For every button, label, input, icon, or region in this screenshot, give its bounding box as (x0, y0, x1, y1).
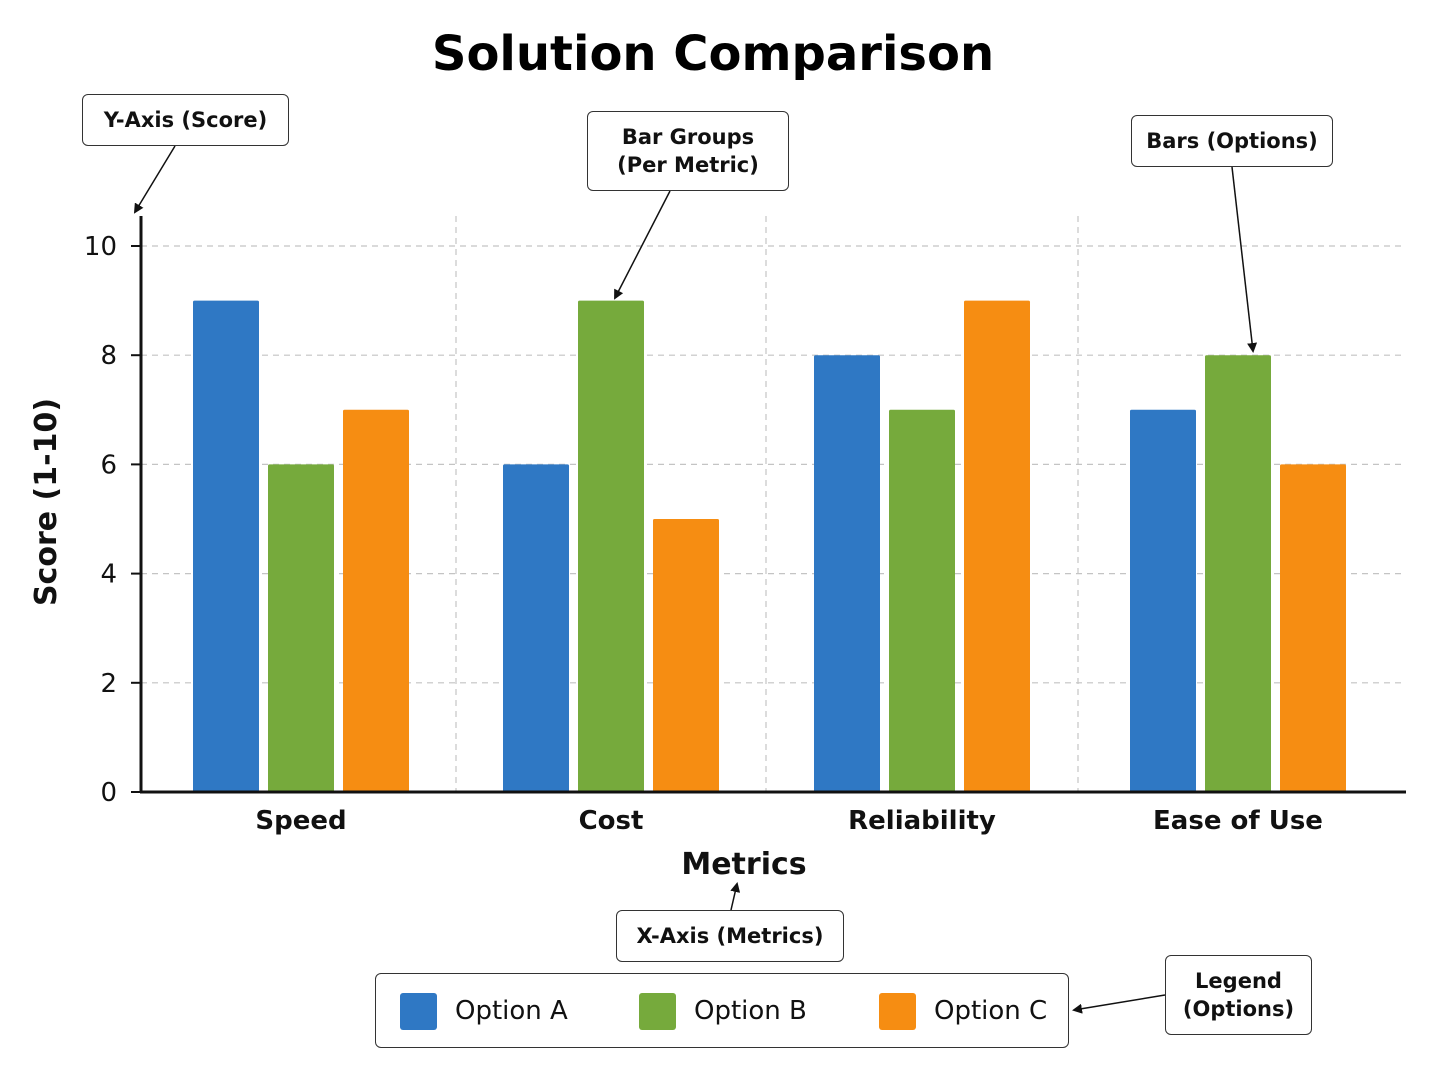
y-tick-label: 6 (100, 450, 117, 480)
legend-item-option-b: Option B (639, 992, 807, 1030)
x-axis-callout: X-Axis (Metrics) (616, 910, 844, 962)
bars-callout-arrow (1231, 166, 1258, 353)
y-tick-label: 0 (100, 778, 117, 808)
x-axis-title: Metrics (681, 847, 806, 882)
bar-cost-option-c (653, 519, 719, 792)
callout-arrows (133, 145, 1258, 1014)
bar-speed-option-a (193, 300, 259, 792)
legend-swatch-option-b (639, 992, 676, 1030)
bar-ease-of-use-option-a (1130, 409, 1196, 792)
bar-reliability-option-b (889, 409, 955, 792)
legend-swatch-option-a (400, 992, 437, 1030)
legend-callout: Legend (Options) (1165, 955, 1312, 1035)
bar-ease-of-use-option-c (1280, 464, 1346, 792)
legend-item-option-c: Option C (879, 992, 1047, 1030)
y-tick-label: 2 (100, 669, 117, 699)
legend-item-option-a: Option A (400, 992, 568, 1030)
y-tick-label: 4 (100, 560, 117, 590)
legend-callout-arrow (1072, 994, 1166, 1014)
bar-cost-option-b (578, 300, 644, 792)
y-axis-title: Score (1-10) (29, 398, 64, 606)
bar-ease-of-use-option-b (1205, 355, 1271, 792)
legend-swatch-option-c (879, 992, 916, 1030)
y-axis-callout-arrow (133, 145, 176, 214)
legend-label-option-a: Option A (455, 996, 568, 1026)
bars-callout: Bars (Options) (1131, 115, 1333, 167)
bar-speed-option-c (343, 409, 409, 792)
legend: Option A Option B Option C (375, 973, 1069, 1048)
y-axis-callout: Y-Axis (Score) (82, 94, 289, 146)
chart-title: Solution Comparison (432, 26, 994, 82)
x-tick-label: Speed (255, 806, 346, 836)
axis-labels: 0 2 4 6 8 10 Speed Cost Reliability Ease of Use (84, 232, 1323, 836)
x-tick-label: Ease of Use (1153, 806, 1323, 836)
legend-label-option-b: Option B (694, 996, 807, 1026)
bar-speed-option-b (268, 464, 334, 792)
bar-groups-callout: Bar Groups (Per Metric) (587, 111, 789, 191)
bar-cost-option-a (503, 464, 569, 792)
bars (193, 300, 1346, 792)
y-tick-label: 10 (84, 232, 117, 262)
x-axis-callout-arrow (730, 882, 741, 911)
bar-reliability-option-a (814, 355, 880, 792)
x-tick-label: Reliability (848, 806, 996, 836)
y-tick-label: 8 (100, 341, 117, 371)
bar-groups-callout-arrow (614, 190, 671, 300)
axes (139, 216, 1406, 794)
x-tick-label: Cost (579, 806, 644, 836)
legend-label-option-c: Option C (934, 996, 1048, 1026)
bar-reliability-option-c (964, 300, 1030, 792)
